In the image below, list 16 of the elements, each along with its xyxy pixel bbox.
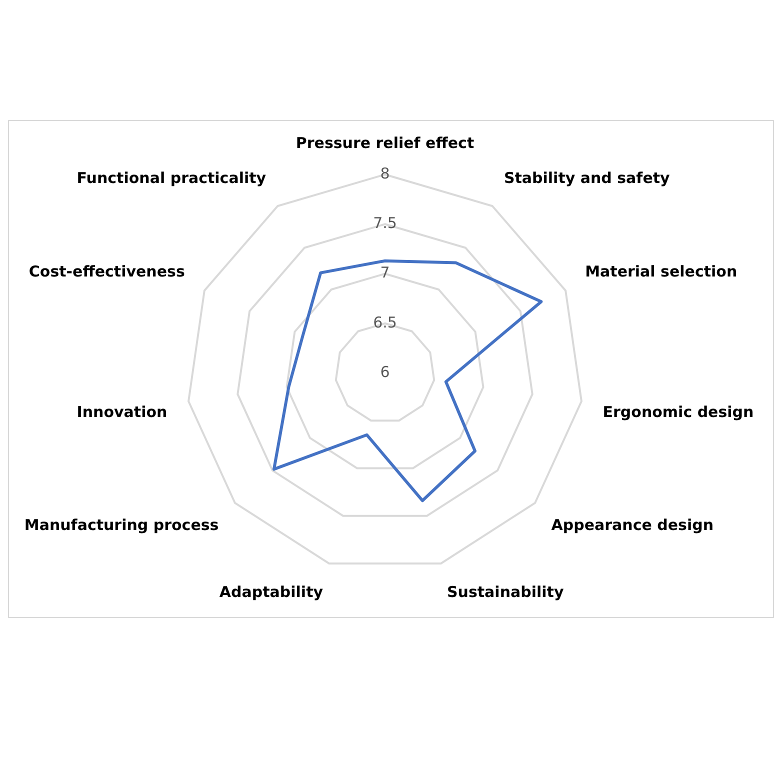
spoke-label: Functional practicality [76,168,266,187]
spoke-label: Ergonomic design [602,403,754,422]
spoke-label: Appearance design [551,516,714,534]
y-tick-label: 6 [380,362,390,381]
spoke-label: Cost-effectiveness [28,262,185,280]
spoke-label: Manufacturing process [24,516,219,534]
spoke-label: Sustainability [446,582,564,601]
spoke-label: Adaptability [219,582,324,601]
y-tick-label: 7.5 [373,214,397,232]
spoke-label: Innovation [76,403,168,422]
spoke-label: Stability and safety [504,168,670,187]
spoke-label: Pressure relief effect [296,134,474,152]
spoke-label: Material selection [585,262,738,280]
y-tick-label: 8 [380,164,390,182]
y-tick-label: 6.5 [373,313,397,332]
y-tick-label: 7 [380,264,390,282]
